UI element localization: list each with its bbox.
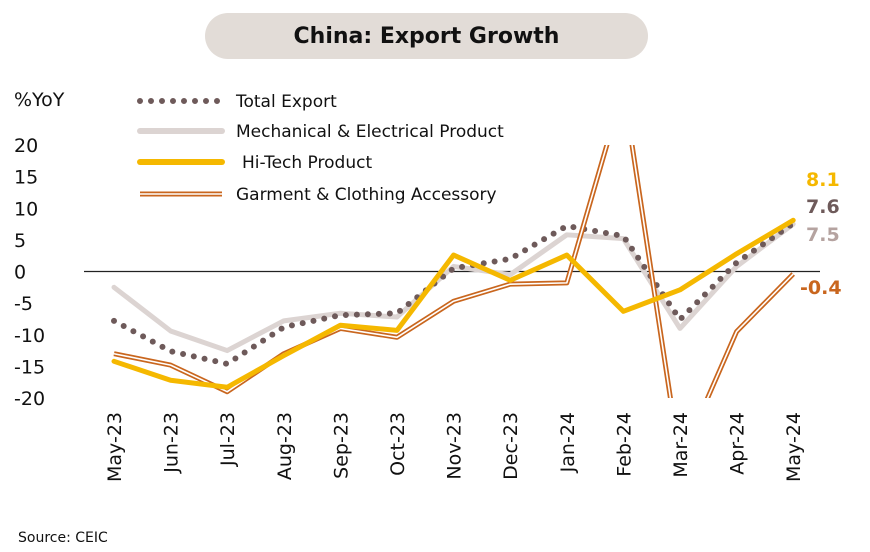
x-axis: May-23 Jun-23 Jul-23 Aug-23 Sep-23 Oct-23 Nov-… xyxy=(104,412,805,482)
x-tick-label: Oct-23 xyxy=(387,412,409,476)
x-tick-label: Nov-23 xyxy=(444,412,466,480)
y-tick-label: 15 xyxy=(14,167,38,189)
series-line-hitech xyxy=(111,217,796,390)
legend-label: Total Export xyxy=(235,92,337,112)
x-tick-label: May-24 xyxy=(783,412,805,482)
legend-label: Mechanical & Electrical Product xyxy=(236,122,504,142)
end-label: 8.1 xyxy=(806,169,840,191)
chart-title: China: Export Growth xyxy=(293,23,560,49)
y-axis-label: %YoY xyxy=(14,89,65,111)
end-labels: 8.1 7.6 7.5 -0.4 xyxy=(800,169,842,299)
series-1-group xyxy=(111,221,796,354)
series-3-group xyxy=(113,145,795,398)
source-note: Source: CEIC xyxy=(18,530,108,546)
x-tick-label: May-23 xyxy=(104,412,126,482)
x-tick-label: Dec-23 xyxy=(500,412,522,480)
y-tick-label: 0 xyxy=(14,262,26,284)
end-label: 7.6 xyxy=(806,196,840,218)
series-line-mechanical xyxy=(111,221,796,354)
end-label: 7.5 xyxy=(806,224,840,246)
end-label: -0.4 xyxy=(800,277,842,299)
y-tick-label: 20 xyxy=(14,135,38,157)
series-line-garment-inner xyxy=(113,145,794,398)
y-tick-label: -15 xyxy=(14,356,45,378)
legend-label: Garment & Clothing Accessory xyxy=(236,185,497,205)
x-tick-label: Aug-23 xyxy=(274,412,296,480)
series-lines xyxy=(111,145,797,398)
series-line-garment xyxy=(113,145,795,398)
x-tick-label: Mar-24 xyxy=(670,412,692,478)
legend: Total Export Mechanical & Electrical Prod… xyxy=(137,92,504,205)
y-tick-label: 5 xyxy=(14,230,26,252)
series-2-group xyxy=(111,217,796,390)
series-0-group xyxy=(111,220,797,367)
x-tick-label: Jan-24 xyxy=(557,412,579,473)
y-tick-label: -20 xyxy=(14,388,45,410)
series-line-total-export xyxy=(111,220,797,367)
x-tick-label: Jun-23 xyxy=(161,412,183,474)
x-tick-label: Jul-23 xyxy=(217,412,239,467)
y-tick-label: -5 xyxy=(14,293,33,315)
x-tick-label: Feb-24 xyxy=(613,412,635,477)
legend-label: Hi-Tech Product xyxy=(242,153,372,173)
x-tick-label: Sep-23 xyxy=(330,412,352,479)
title-box: China: Export Growth xyxy=(205,13,648,59)
y-tick-label: -10 xyxy=(14,325,45,347)
x-tick-label: Apr-24 xyxy=(727,412,749,475)
y-tick-label: 10 xyxy=(14,198,38,220)
